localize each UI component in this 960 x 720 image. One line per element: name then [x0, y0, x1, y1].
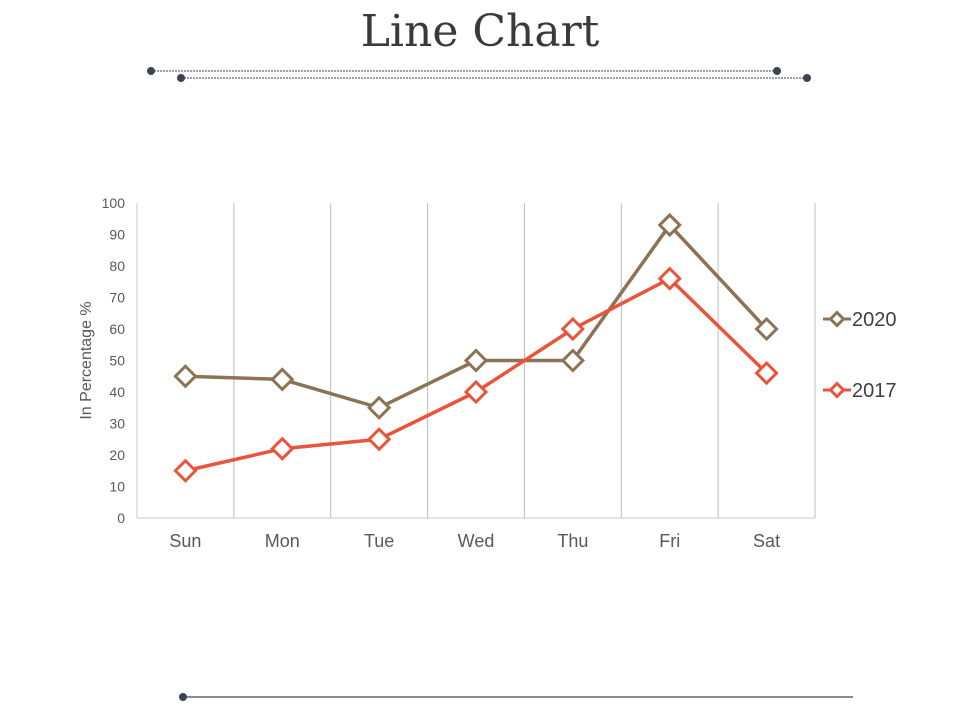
y-tick-label: 30 — [109, 416, 125, 432]
x-tick-label: Sat — [753, 531, 780, 551]
data-point-2017 — [367, 427, 392, 452]
data-point-2017 — [463, 379, 489, 405]
y-tick-label: 70 — [109, 290, 125, 306]
legend-label-2020: 2020 — [852, 309, 897, 331]
title-underline-top — [147, 67, 781, 75]
y-tick-label: 50 — [109, 353, 125, 369]
legend-label-2017: 2017 — [852, 380, 897, 402]
y-tick-label: 90 — [109, 227, 125, 243]
y-tick-label: 40 — [109, 384, 125, 400]
title-underline-bottom — [177, 74, 811, 82]
x-tick-label: Wed — [458, 531, 495, 551]
y-tick-label: 60 — [109, 321, 125, 337]
x-tick-label: Thu — [557, 531, 588, 551]
data-point-2020 — [367, 395, 392, 420]
data-point-2017 — [270, 436, 295, 461]
data-point-2020 — [270, 367, 295, 392]
page-title: Line Chart — [360, 6, 600, 57]
y-tick-label: 20 — [109, 447, 125, 463]
series-line-2017 — [185, 276, 768, 473]
x-tick-label: Tue — [364, 531, 394, 551]
legend-marker-2017 — [828, 381, 846, 399]
x-tick-label: Mon — [265, 531, 300, 551]
data-point-2017 — [754, 360, 779, 386]
footer-line — [179, 693, 853, 701]
y-tick-label: 10 — [109, 479, 125, 495]
data-point-2020 — [463, 348, 489, 373]
y-axis-title: In Percentage % — [78, 301, 95, 419]
y-tick-label: 100 — [102, 195, 126, 211]
x-tick-label: Sun — [169, 531, 201, 551]
data-point-2020 — [657, 212, 682, 238]
data-point-2020 — [560, 348, 585, 373]
y-tick-label: 0 — [117, 510, 125, 526]
data-point-2020 — [173, 364, 198, 389]
x-tick-label: Fri — [659, 531, 680, 551]
data-point-2017 — [560, 316, 585, 342]
legend-marker-2020 — [828, 310, 846, 328]
y-tick-label: 80 — [109, 258, 125, 274]
data-point-2020 — [754, 316, 779, 342]
data-point-2017 — [657, 266, 682, 291]
data-point-2017 — [173, 458, 198, 483]
